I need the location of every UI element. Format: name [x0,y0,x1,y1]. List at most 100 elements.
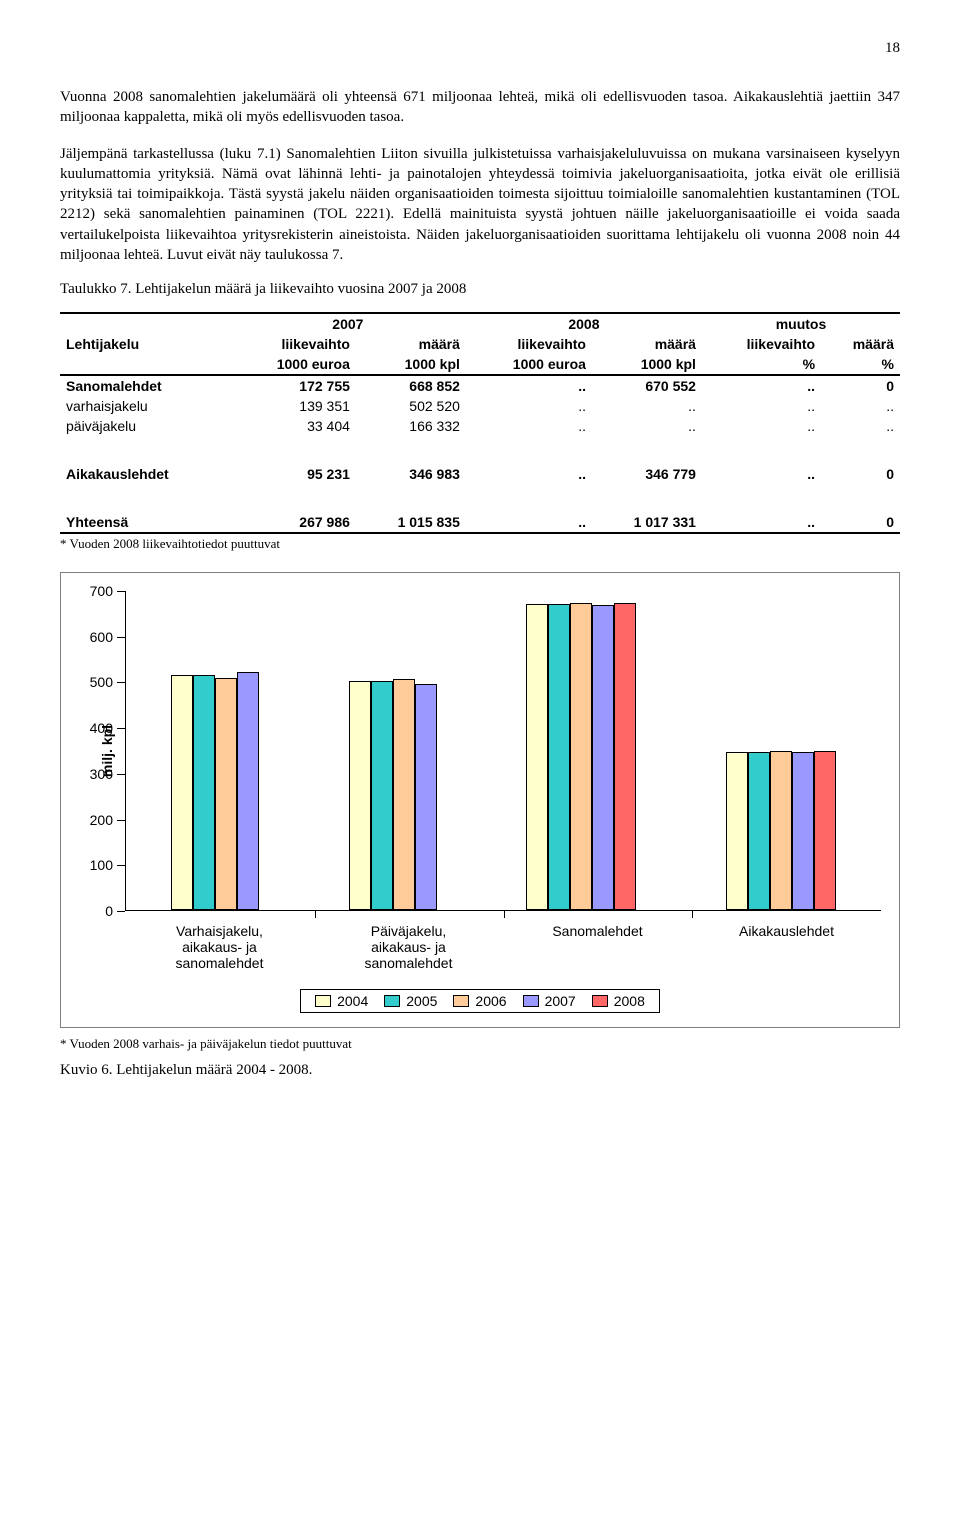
figure-caption: Kuvio 6. Lehtijakelun määrä 2004 - 2008. [60,1062,900,1079]
legend-label: 2008 [614,993,645,1009]
chart-bar [614,603,636,910]
chart-xlabel: Aikakauslehdet [717,923,857,971]
table-cell: 0 [821,464,900,484]
table-col: liikevaihto [230,334,356,354]
table-cell: .. [702,375,821,396]
table-cell: 172 755 [230,375,356,396]
table-cell: .. [592,416,702,436]
chart-bar [770,751,792,910]
table-col-label: Lehtijakelu [60,334,230,354]
table-row-label: varhaisjakelu [60,396,230,416]
paragraph-2: Jäljempänä tarkastellussa (luku 7.1) San… [60,144,900,266]
chart-bar [171,675,193,910]
table-cell: .. [466,416,592,436]
chart-bar [415,684,437,910]
table-unit: 1000 euroa [466,354,592,375]
table-cell: .. [702,396,821,416]
table-cell: .. [592,396,702,416]
legend-label: 2005 [406,993,437,1009]
legend-swatch [315,995,331,1007]
chart-bar [748,752,770,910]
chart-bar [193,675,215,910]
chart-bar-group [171,672,259,910]
table-cell: 502 520 [356,396,466,416]
table-row: päiväjakelu33 404166 332........ [60,416,900,436]
table-cell: 668 852 [356,375,466,396]
chart-ytick-label: 500 [90,674,113,690]
table-cell: .. [466,512,592,533]
table-unit: 1000 euroa [230,354,356,375]
chart-ytick-label: 200 [90,812,113,828]
table-footnote: * Vuoden 2008 liikevaihtotiedot puuttuva… [60,536,900,552]
chart-bar [526,604,548,910]
chart-bar [237,672,259,910]
chart-container: milj. kpl 0100200300400500600700 Varhais… [60,572,900,1028]
chart-ytick-label: 300 [90,766,113,782]
table-col: liikevaihto [702,334,821,354]
legend-item: 2004 [315,993,368,1009]
legend-swatch [592,995,608,1007]
chart-bar [371,681,393,910]
chart-ytick-label: 400 [90,720,113,736]
table-cell: 346 983 [356,464,466,484]
table-cell: 346 779 [592,464,702,484]
table-cell: .. [702,416,821,436]
chart-bar-group [726,751,836,910]
chart-bar-group [526,603,636,910]
chart-ytick-label: 600 [90,629,113,645]
paragraph-1: Vuonna 2008 sanomalehtien jakelumäärä ol… [60,87,900,128]
table-cell: 0 [821,512,900,533]
table-row: varhaisjakelu139 351502 520........ [60,396,900,416]
table-body: Sanomalehdet172 755668 852..670 552..0va… [60,375,900,533]
legend-swatch [453,995,469,1007]
table-header-group: 2008 [466,313,702,334]
table-row: Yhteensä267 9861 015 835..1 017 331..0 [60,512,900,533]
table-unit: 1000 kpl [356,354,466,375]
legend-item: 2005 [384,993,437,1009]
chart-xlabels: Varhaisjakelu,aikakaus- jasanomalehdetPä… [125,923,881,971]
chart-xlabel: Sanomalehdet [528,923,668,971]
table-cell: .. [466,375,592,396]
table-cell: 139 351 [230,396,356,416]
table-header: 2007 2008 muutos Lehtijakelu liikevaihto… [60,313,900,375]
legend-item: 2008 [592,993,645,1009]
chart-bar [792,752,814,910]
table-cell: .. [466,464,592,484]
table-cell: .. [702,512,821,533]
legend-swatch [523,995,539,1007]
legend-swatch [384,995,400,1007]
chart-ytick-label: 0 [105,903,113,919]
table-cell: .. [821,416,900,436]
chart-bar [570,603,592,910]
chart-bar [548,604,570,910]
chart-bar [349,681,371,910]
chart-legend: 20042005200620072008 [300,989,660,1013]
chart-ytick-label: 100 [90,857,113,873]
table-row-label: päiväjakelu [60,416,230,436]
table-cell: 0 [821,375,900,396]
table-row: Sanomalehdet172 755668 852..670 552..0 [60,375,900,396]
chart-bar [814,751,836,910]
table-unit: % [702,354,821,375]
table-col: määrä [356,334,466,354]
table-cell: 166 332 [356,416,466,436]
chart-bar [592,605,614,910]
data-table: 2007 2008 muutos Lehtijakelu liikevaihto… [60,312,900,534]
chart-footnote: * Vuoden 2008 varhais- ja päiväjakelun t… [60,1036,900,1052]
table-cell: 33 404 [230,416,356,436]
table-cell: 1 017 331 [592,512,702,533]
legend-label: 2006 [475,993,506,1009]
chart-bar [393,679,415,910]
table-unit: % [821,354,900,375]
table-row-label: Sanomalehdet [60,375,230,396]
table-cell: .. [821,396,900,416]
table-caption: Taulukko 7. Lehtijakelun määrä ja liikev… [60,281,900,298]
table-row-label: Aikakauslehdet [60,464,230,484]
table-header-group: muutos [702,313,900,334]
table-row-label: Yhteensä [60,512,230,533]
table-cell: 1 015 835 [356,512,466,533]
chart-xlabel: Varhaisjakelu,aikakaus- jasanomalehdet [150,923,290,971]
table-cell: .. [702,464,821,484]
table-cell: 670 552 [592,375,702,396]
table-col: määrä [821,334,900,354]
